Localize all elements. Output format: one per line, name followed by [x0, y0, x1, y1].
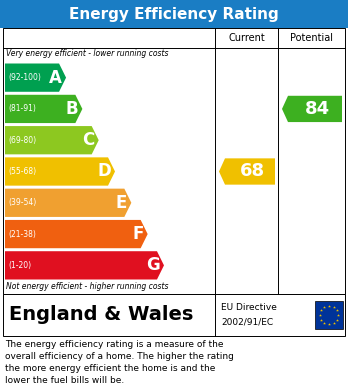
Polygon shape: [5, 220, 148, 248]
Text: C: C: [82, 131, 95, 149]
Text: (1-20): (1-20): [8, 261, 31, 270]
Text: Energy Efficiency Rating: Energy Efficiency Rating: [69, 7, 279, 22]
Polygon shape: [5, 63, 66, 92]
Text: Not energy efficient - higher running costs: Not energy efficient - higher running co…: [6, 282, 168, 291]
Text: D: D: [97, 163, 111, 181]
Text: 68: 68: [239, 163, 264, 181]
Text: 2002/91/EC: 2002/91/EC: [221, 317, 273, 326]
Text: Current: Current: [228, 33, 265, 43]
Text: England & Wales: England & Wales: [9, 305, 193, 325]
Bar: [3, 294, 345, 336]
Bar: [3, 28, 345, 294]
Text: Very energy efficient - lower running costs: Very energy efficient - lower running co…: [6, 49, 168, 58]
Polygon shape: [219, 158, 275, 185]
Text: F: F: [132, 225, 144, 243]
Text: The energy efficiency rating is a measure of the
overall efficiency of a home. T: The energy efficiency rating is a measur…: [5, 340, 234, 386]
Text: B: B: [66, 100, 78, 118]
Text: (92-100): (92-100): [8, 73, 41, 82]
Text: (55-68): (55-68): [8, 167, 36, 176]
Polygon shape: [5, 126, 99, 154]
Polygon shape: [5, 188, 131, 217]
Text: G: G: [146, 256, 160, 274]
Text: E: E: [116, 194, 127, 212]
Bar: [315, 301, 343, 329]
Text: A: A: [49, 69, 62, 87]
Polygon shape: [5, 95, 82, 123]
Text: 84: 84: [304, 100, 330, 118]
Text: EU Directive: EU Directive: [221, 303, 277, 312]
Text: (81-91): (81-91): [8, 104, 36, 113]
Text: (39-54): (39-54): [8, 198, 36, 207]
Bar: [0, 0, 348, 28]
Text: (69-80): (69-80): [8, 136, 36, 145]
Text: (21-38): (21-38): [8, 230, 36, 239]
Polygon shape: [5, 251, 164, 280]
Polygon shape: [5, 157, 115, 186]
Text: Potential: Potential: [290, 33, 333, 43]
Polygon shape: [282, 96, 342, 122]
